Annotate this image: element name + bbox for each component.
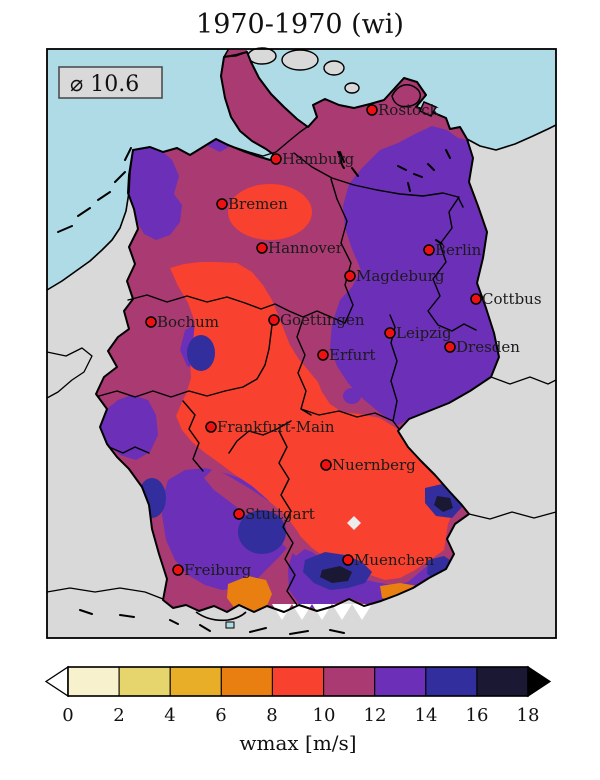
city-label-dresden: Dresden bbox=[456, 338, 520, 356]
city-label-leipzig: Leipzig bbox=[396, 324, 452, 342]
city-label-muenchen: Muenchen bbox=[354, 551, 434, 569]
city-dot-stuttgart bbox=[233, 508, 245, 520]
state-borders bbox=[98, 126, 477, 606]
colorbar-outline bbox=[67, 666, 529, 697]
city-dot-leipzig bbox=[384, 327, 396, 339]
colorbar-segment-2-4 bbox=[118, 666, 171, 697]
city-berlin: Berlin bbox=[423, 241, 482, 259]
colorbar-tick-18: 18 bbox=[517, 705, 540, 726]
colorbar-tick-0: 0 bbox=[62, 705, 73, 726]
city-dot-hannover bbox=[256, 242, 268, 254]
bodensee-lake bbox=[195, 611, 247, 622]
colorbar-tick-10: 10 bbox=[313, 705, 336, 726]
city-label-freiburg: Freiburg bbox=[184, 561, 252, 579]
colorbar-tick-14: 14 bbox=[415, 705, 438, 726]
foreign-borders bbox=[46, 51, 557, 600]
city-label-frankfurt-main: Frankfurt-Main bbox=[217, 418, 335, 436]
city-label-berlin: Berlin bbox=[435, 241, 482, 259]
contour-8-10 bbox=[170, 184, 460, 580]
colorbar: 0 2 4 6 8 10 12 14 16 18 wmax [m/s] bbox=[44, 665, 552, 755]
colorbar-under-arrow bbox=[44, 665, 69, 698]
city-stuttgart: Stuttgart bbox=[233, 505, 315, 523]
city-dot-rostock bbox=[366, 104, 378, 116]
city-label-bochum: Bochum bbox=[157, 313, 219, 331]
denmark-islands bbox=[247, 47, 360, 94]
colorbar-tick-2: 2 bbox=[113, 705, 124, 726]
city-cottbus: Cottbus bbox=[470, 290, 542, 308]
city-dot-cottbus bbox=[470, 293, 482, 305]
colorbar-segment-12-14 bbox=[374, 666, 427, 697]
city-dot-nuernberg bbox=[320, 459, 332, 471]
city-dresden: Dresden bbox=[444, 338, 520, 356]
city-goettingen: Goettingen bbox=[268, 311, 365, 329]
city-label-rostock: Rostock bbox=[378, 101, 439, 119]
city-bremen: Bremen bbox=[216, 195, 288, 213]
city-label-nuernberg: Nuernberg bbox=[332, 456, 416, 474]
contour-layers bbox=[100, 55, 499, 612]
city-label-magdeburg: Magdeburg bbox=[356, 267, 445, 285]
city-dot-berlin bbox=[423, 244, 435, 256]
city-dot-goettingen bbox=[268, 314, 280, 326]
colorbar-segment-0-2 bbox=[67, 666, 120, 697]
city-dot-magdeburg bbox=[344, 270, 356, 282]
city-label-goettingen: Goettingen bbox=[280, 311, 365, 329]
colorbar-tick-8: 8 bbox=[266, 705, 277, 726]
city-frankfurt-main: Frankfurt-Main bbox=[205, 418, 335, 436]
map-frame bbox=[46, 48, 557, 639]
alpine-lake bbox=[225, 621, 235, 629]
city-dot-muenchen bbox=[342, 554, 354, 566]
colorbar-segment-16-18 bbox=[476, 666, 529, 697]
city-dot-freiburg bbox=[172, 564, 184, 576]
colorbar-tick-4: 4 bbox=[164, 705, 175, 726]
city-erfurt: Erfurt bbox=[317, 346, 376, 364]
colorbar-over-arrow bbox=[527, 665, 552, 698]
lakes-and-islets bbox=[57, 147, 451, 635]
city-dot-bochum bbox=[145, 316, 157, 328]
colorbar-tick-16: 16 bbox=[466, 705, 489, 726]
city-dot-hamburg bbox=[270, 153, 282, 165]
colorbar-segment-8-10 bbox=[271, 666, 325, 697]
city-label-bremen: Bremen bbox=[228, 195, 288, 213]
colorbar-ticks: 0 2 4 6 8 10 12 14 16 18 bbox=[62, 705, 539, 726]
contour-16-18 bbox=[320, 496, 453, 583]
city-rostock: Rostock bbox=[366, 101, 439, 119]
colorbar-segments bbox=[67, 666, 529, 697]
city-dot-bremen bbox=[216, 198, 228, 210]
ruegen-island bbox=[391, 83, 438, 117]
city-magdeburg: Magdeburg bbox=[344, 267, 445, 285]
city-label-hannover: Hannover bbox=[268, 239, 344, 257]
city-hamburg: Hamburg bbox=[270, 150, 355, 168]
colorbar-segment-4-6 bbox=[169, 666, 222, 697]
city-dot-dresden bbox=[444, 341, 456, 353]
mean-badge-box bbox=[58, 66, 163, 99]
missing-data-diamond bbox=[347, 516, 361, 530]
colorbar-tick-12: 12 bbox=[364, 705, 387, 726]
colorbar-segment-10-12 bbox=[323, 666, 376, 697]
germany-border bbox=[95, 51, 500, 613]
mean-badge-value: ⌀ 10.6 bbox=[70, 72, 139, 97]
colorbar-label: wmax [m/s] bbox=[239, 731, 356, 755]
figure-title: 1970-1970 (wi) bbox=[196, 9, 404, 40]
city-dot-frankfurt-main bbox=[205, 421, 217, 433]
city-hannover: Hannover bbox=[256, 239, 344, 257]
colorbar-segment-6-8 bbox=[220, 666, 274, 697]
city-leipzig: Leipzig bbox=[384, 324, 452, 342]
city-freiburg: Freiburg bbox=[172, 561, 252, 579]
colorbar-tick-6: 6 bbox=[215, 705, 226, 726]
city-label-cottbus: Cottbus bbox=[482, 290, 542, 308]
city-dot-erfurt bbox=[317, 349, 329, 361]
colorbar-segment-14-16 bbox=[425, 666, 478, 697]
city-muenchen: Muenchen bbox=[342, 551, 434, 569]
city-bochum: Bochum bbox=[145, 313, 219, 331]
city-nuernberg: Nuernberg bbox=[320, 456, 416, 474]
mean-badge: ⌀ 10.6 bbox=[58, 66, 163, 99]
city-label-erfurt: Erfurt bbox=[329, 346, 376, 364]
city-label-stuttgart: Stuttgart bbox=[245, 505, 315, 523]
city-label-hamburg: Hamburg bbox=[282, 150, 355, 168]
city-markers: Rostock Hamburg Bremen Hannover Berlin M… bbox=[145, 101, 542, 579]
